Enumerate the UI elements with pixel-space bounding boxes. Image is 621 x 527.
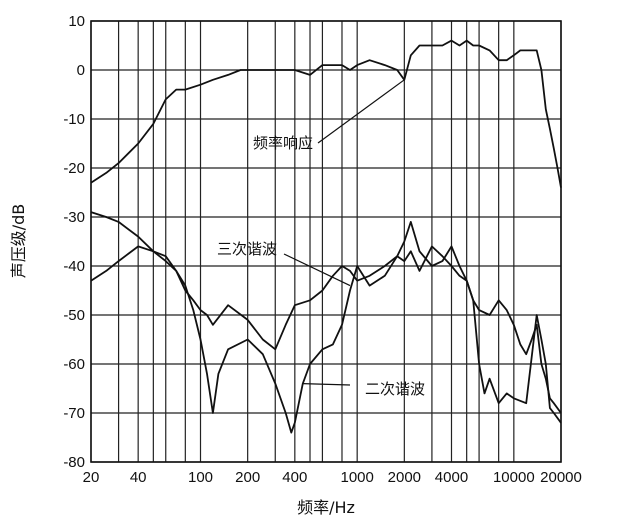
series-line-1 bbox=[90, 39, 562, 188]
series-line-3 bbox=[90, 221, 562, 434]
x-tick-label: 100 bbox=[188, 469, 213, 486]
y-tick-label: -70 bbox=[63, 405, 85, 422]
x-tick-label: 20 bbox=[83, 469, 100, 486]
x-axis-label: 频率/Hz bbox=[297, 498, 355, 517]
chart-series bbox=[90, 39, 562, 434]
x-tick-label: 2000 bbox=[388, 469, 421, 486]
chart-grid bbox=[90, 20, 562, 463]
x-tick-labels: 20 40 100 200 400 1000 2000 4000 10000 20000 bbox=[83, 469, 582, 486]
x-tick-label: 40 bbox=[130, 469, 147, 486]
x-tick-label: 200 bbox=[235, 469, 260, 486]
x-tick-label: 10000 bbox=[493, 469, 535, 486]
y-tick-label: -50 bbox=[63, 307, 85, 324]
y-tick-label: 0 bbox=[77, 62, 85, 79]
x-tick-label: 1000 bbox=[340, 469, 373, 486]
x-tick-label: 4000 bbox=[435, 469, 468, 486]
y-tick-label: -60 bbox=[63, 356, 85, 373]
x-tick-label: 400 bbox=[282, 469, 307, 486]
y-tick-label: -40 bbox=[63, 258, 85, 275]
annotation-leader bbox=[317, 79, 405, 144]
annotation-leader bbox=[283, 253, 351, 287]
y-tick-label: 10 bbox=[68, 13, 85, 30]
annotation-label: 频率响应 bbox=[253, 134, 313, 152]
x-tick-label: 20000 bbox=[540, 469, 582, 486]
plot-frame bbox=[90, 20, 562, 463]
y-tick-label: -10 bbox=[63, 111, 85, 128]
y-tick-labels: 10 0 -10 -20 -30 -40 -50 -60 -70 -80 bbox=[63, 13, 85, 471]
y-tick-label: -30 bbox=[63, 209, 85, 226]
annotation-leader bbox=[302, 383, 351, 386]
y-tick-label: -20 bbox=[63, 160, 85, 177]
y-tick-label: -80 bbox=[63, 454, 85, 471]
series-line-2 bbox=[90, 211, 562, 414]
annotation-label: 三次谐波 bbox=[217, 240, 277, 258]
annotation-label: 二次谐波 bbox=[365, 380, 425, 398]
y-axis-label: 声压级/dB bbox=[9, 204, 28, 279]
